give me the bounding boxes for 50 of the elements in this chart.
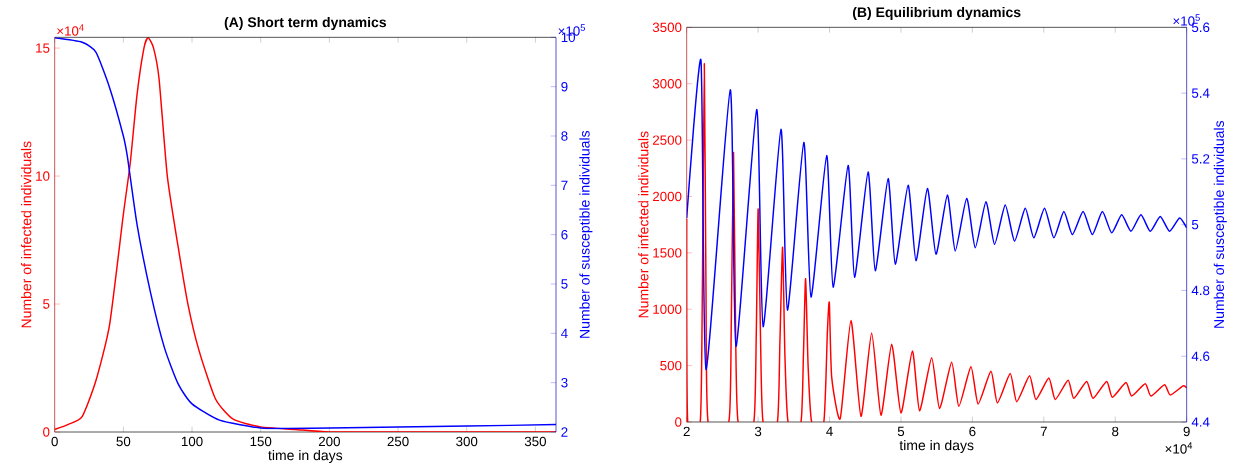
x-tick-label: 300 <box>456 436 478 447</box>
y-axis-title: Number of infected individuals <box>21 141 32 328</box>
x-tick-label: 5 <box>897 426 905 437</box>
x-tick-label: 9 <box>1183 426 1190 437</box>
y-axis-title: Number of infected individuals <box>638 131 649 318</box>
x-tick-label: 8 <box>1112 426 1119 437</box>
x-tick-label: 7 <box>1040 426 1047 436</box>
y2-tick-label: 4.4 <box>1191 417 1210 427</box>
y-tick-label: 10 <box>36 171 50 181</box>
y2-tick-label: 7 <box>561 180 568 190</box>
y2-tick-label: 4.6 <box>1191 351 1210 361</box>
y-tick-label: 2000 <box>652 191 682 202</box>
y2-tick-label: 3 <box>561 377 568 388</box>
x-axis-title: time in days <box>899 439 974 454</box>
x-tick-label: 6 <box>969 426 976 437</box>
y2-axis-title: Number of susceptible individuals <box>1213 120 1227 328</box>
y2-tick-label: 4.8 <box>1191 285 1210 296</box>
chart-title: (B) Equilibrium dynamics <box>852 6 1021 20</box>
y2-tick-label: 6 <box>561 229 568 240</box>
x-tick-label: 3 <box>754 426 762 437</box>
y-tick-label: 1500 <box>653 248 682 258</box>
text: ×10$^{4}$ <box>1165 442 1193 454</box>
y-tick-label: 5 <box>43 299 50 309</box>
x-tick-label: 250 <box>387 436 409 447</box>
x-tick-label: 100 <box>181 436 203 447</box>
y2-tick-label: 8 <box>561 131 568 141</box>
x-tick-label: 2 <box>683 426 690 437</box>
y2-axis-title: Number of susceptible individuals <box>579 130 593 338</box>
x-tick-label: 0 <box>51 436 58 447</box>
x-tick-label: 50 <box>116 436 131 447</box>
x-tick-label: 150 <box>250 436 272 447</box>
text: ×10$^{4}$ <box>57 24 84 36</box>
x-tick-label: 4 <box>826 426 833 436</box>
y-tick-label: 1000 <box>653 304 682 314</box>
x-tick-label: 200 <box>318 436 340 447</box>
x-axis-title: time in days <box>268 449 343 464</box>
y2-tick-label: 5 <box>561 279 568 289</box>
y2-tick-label: 4 <box>561 328 568 338</box>
y-tick-label: 0 <box>675 417 682 427</box>
y-tick-label: 2500 <box>652 135 682 145</box>
y-tick-label: 3500 <box>652 22 682 33</box>
y-tick-label: 15 <box>36 43 50 53</box>
y-tick-label: 3000 <box>652 79 682 89</box>
y-tick-label: 500 <box>660 360 682 371</box>
x-tick-label: 350 <box>524 436 547 447</box>
chart-title: (A) Short term dynamics <box>224 16 387 30</box>
y2-tick-label: 5.4 <box>1191 88 1210 98</box>
y2-tick-label: 9 <box>561 81 568 92</box>
y2-tick-label: 5 <box>1191 220 1199 230</box>
y2-tick-label: 5.2 <box>1191 154 1210 164</box>
